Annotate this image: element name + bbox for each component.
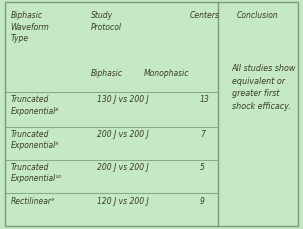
Text: Truncated
Exponential¹⁰: Truncated Exponential¹⁰ bbox=[11, 163, 62, 183]
Text: Study
Protocol: Study Protocol bbox=[91, 11, 122, 32]
Text: Centers: Centers bbox=[189, 11, 219, 20]
Text: Biphasic
Waveform
Type: Biphasic Waveform Type bbox=[11, 11, 49, 43]
Text: All studies show
equivalent or
greater first
shock efficacy.: All studies show equivalent or greater f… bbox=[232, 64, 296, 110]
Text: 200 J vs 200 J: 200 J vs 200 J bbox=[97, 163, 149, 172]
Text: 13: 13 bbox=[200, 95, 210, 104]
Text: 9: 9 bbox=[200, 196, 205, 205]
Text: Monophasic: Monophasic bbox=[144, 69, 189, 78]
Text: Truncated
Exponential⁸: Truncated Exponential⁸ bbox=[11, 95, 59, 115]
Text: 5: 5 bbox=[200, 163, 205, 172]
Text: Biphasic: Biphasic bbox=[91, 69, 123, 78]
Text: 7: 7 bbox=[200, 129, 205, 138]
Text: Rectilinear⁹: Rectilinear⁹ bbox=[11, 196, 55, 205]
Text: Conclusion: Conclusion bbox=[236, 11, 278, 20]
Text: Truncated
Exponential⁹: Truncated Exponential⁹ bbox=[11, 129, 59, 149]
Text: 200 J vs 200 J: 200 J vs 200 J bbox=[97, 129, 149, 138]
Text: 130 J vs 200 J: 130 J vs 200 J bbox=[97, 95, 149, 104]
Text: 120 J vs 200 J: 120 J vs 200 J bbox=[97, 196, 149, 205]
